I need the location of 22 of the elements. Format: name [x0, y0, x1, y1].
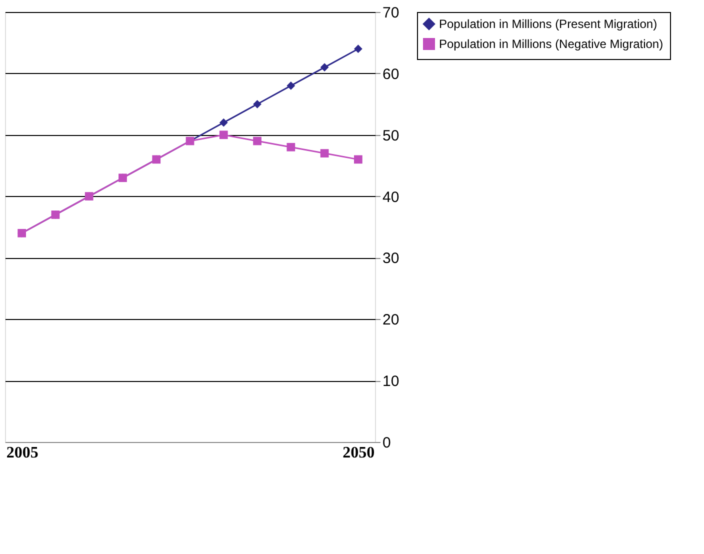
point: [219, 130, 228, 140]
x-tick-label: 2050: [342, 444, 375, 462]
y-tick-label: 20: [382, 312, 400, 329]
point: [286, 142, 296, 152]
point: [354, 44, 362, 54]
y-tick-label: 10: [382, 373, 400, 390]
y-tick-label: 50: [382, 127, 400, 144]
point: [286, 82, 296, 90]
legend-label: Population in Millions (Present Migration): [439, 17, 658, 31]
point: [320, 63, 329, 72]
y-tick-label: 30: [382, 250, 400, 268]
point: [354, 155, 362, 164]
y-tick-label: 60: [382, 66, 400, 83]
point: [253, 136, 262, 146]
y-tick-label: 0: [382, 434, 391, 452]
legend-label: Population in Millions (Negative Migration): [439, 37, 664, 51]
x-tick-label: 2005: [6, 444, 38, 462]
point: [219, 118, 228, 127]
y-tick-label: 40: [382, 188, 400, 206]
point: [320, 149, 329, 158]
point: [253, 100, 262, 108]
y-tick-label: 70: [382, 4, 400, 22]
